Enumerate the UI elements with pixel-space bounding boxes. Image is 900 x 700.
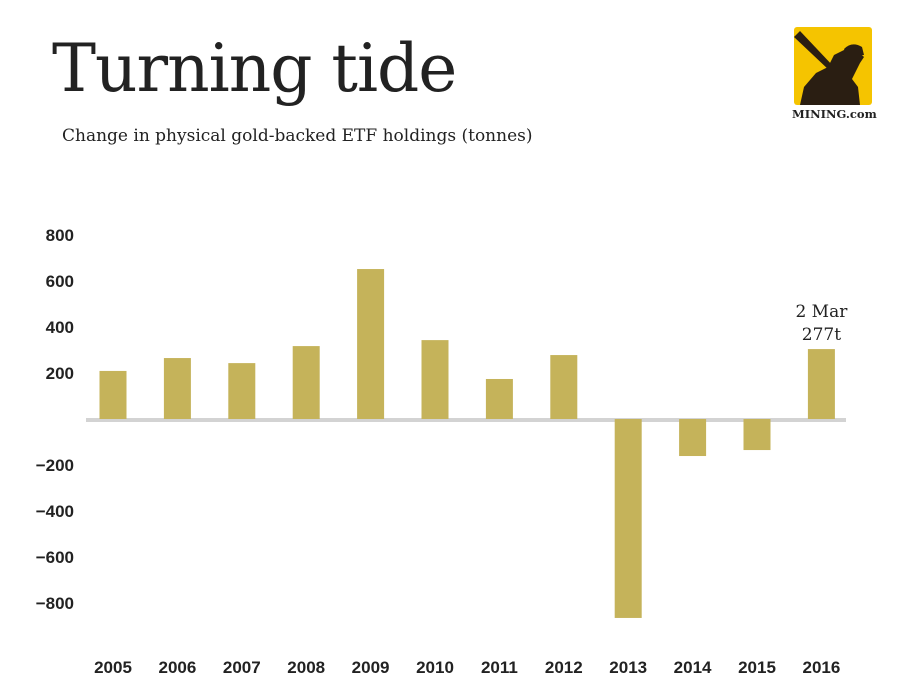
chart-title: Turning tide (52, 30, 457, 107)
y-tick-label: −800 (36, 594, 74, 613)
y-tick-label: −200 (36, 456, 74, 475)
x-tick-label: 2012 (545, 658, 583, 677)
y-tick-label: 800 (46, 226, 74, 245)
bar-2014 (679, 419, 707, 457)
x-tick-label: 2013 (609, 658, 647, 677)
bar-2013 (614, 419, 642, 618)
bar-2011 (485, 378, 513, 419)
bar-2005 (99, 370, 127, 419)
y-tick-label: 400 (46, 318, 74, 337)
x-tick-label: 2014 (674, 658, 712, 677)
mining-logo-icon (794, 27, 872, 105)
x-tick-label: 2010 (416, 658, 454, 677)
x-tick-label: 2009 (352, 658, 390, 677)
y-tick-label: 600 (46, 272, 74, 291)
x-tick-label: 2016 (802, 658, 840, 677)
bar-2010 (421, 340, 449, 419)
logo-text: MINING.com (792, 107, 877, 121)
chart-subtitle: Change in physical gold-backed ETF holdi… (62, 126, 533, 146)
x-tick-label: 2005 (94, 658, 132, 677)
x-tick-label: 2008 (287, 658, 325, 677)
x-tick-label: 2007 (223, 658, 261, 677)
bar-2015 (743, 419, 771, 451)
y-tick-label: −400 (36, 502, 74, 521)
y-tick-label: −600 (36, 548, 74, 567)
bar-2009 (357, 269, 385, 419)
zero-line (86, 418, 846, 422)
bar-2012 (550, 355, 578, 419)
x-tick-label: 2006 (158, 658, 196, 677)
x-tick-label: 2011 (481, 658, 518, 677)
y-tick-label: 200 (46, 364, 74, 383)
annotation-label: 2 Mar (795, 302, 848, 322)
bar-2007 (228, 363, 256, 419)
annotation-label: 277t (802, 325, 841, 345)
bar-2016 (807, 349, 835, 419)
bar-2006 (163, 358, 191, 419)
bar-2008 (292, 346, 320, 419)
x-tick-label: 2015 (738, 658, 776, 677)
